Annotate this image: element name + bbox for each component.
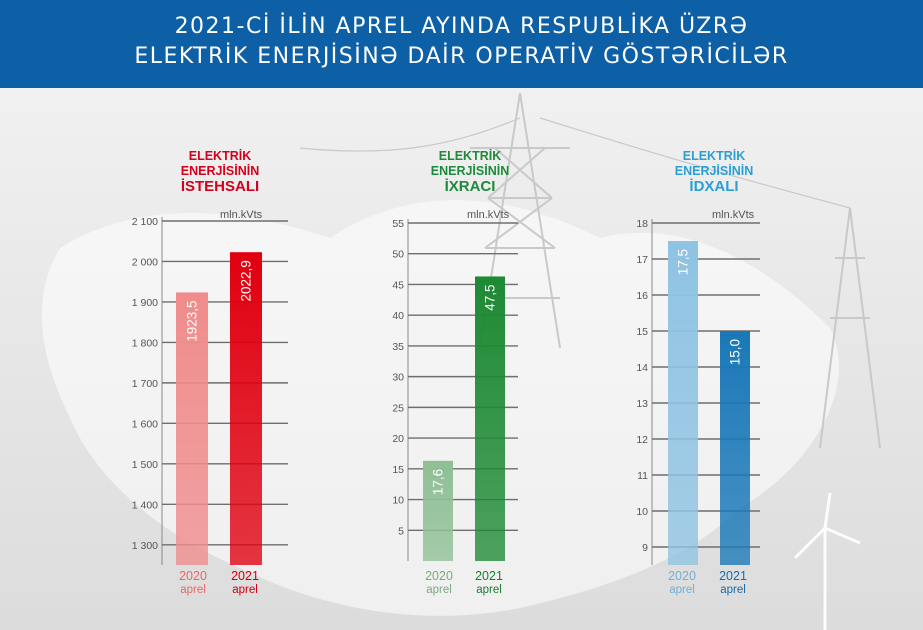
y-tick-label: 35 — [392, 341, 404, 353]
power-tower-icon — [299, 92, 881, 449]
bar-2020 — [423, 460, 453, 561]
header-title-line2: ELEKTRİK ENERJİSİNƏ DAİR OPERATİV GÖSTƏR… — [134, 44, 789, 69]
bar-value-label: 15,0 — [728, 339, 743, 365]
y-tick-label: 1 700 — [132, 378, 158, 390]
bar-value-label: 1923,5 — [185, 300, 200, 341]
y-tick-label: 45 — [392, 279, 404, 291]
bar-value-label: 17,5 — [676, 249, 691, 275]
bar-2020 — [176, 292, 208, 565]
y-tick-label: 1 600 — [132, 418, 158, 430]
chart-title-import: ELEKTRİK ENERJİSİNİN İDXALI — [674, 149, 754, 195]
header-banner: 2021-Cİ İLİN APREL AYINDA RESPUBLİKA ÜZR… — [0, 0, 923, 88]
bar-chart-import: 9 10 11 12 13 14 15 16 17 18 17,5 15,0 — [636, 218, 760, 565]
y-tick-label: 2 000 — [132, 256, 158, 268]
y-tick-label: 2 100 — [132, 216, 158, 228]
wind-turbine-icon — [793, 492, 861, 630]
y-tick-label: 18 — [636, 218, 648, 230]
y-tick-label: 1 900 — [132, 297, 158, 309]
y-tick-label: 12 — [636, 434, 648, 446]
bar-2020 — [668, 241, 698, 565]
bar-chart-export: 5 10 15 20 25 30 35 40 45 50 55 17,6 47,5 — [392, 218, 518, 561]
y-tick-label: 1 400 — [132, 499, 158, 511]
category-label-2020: 2020 aprel — [425, 569, 453, 596]
y-tick-label: 9 — [642, 542, 648, 554]
y-tick-label: 13 — [636, 398, 648, 410]
y-tick-label: 1 800 — [132, 337, 158, 349]
y-tick-label: 15 — [636, 326, 648, 338]
bar-chart-production: 1 300 1 400 1 500 1 600 1 700 1 800 1 900 2 000… — [132, 216, 288, 565]
y-tick-label: 5 — [398, 525, 404, 537]
y-tick-label: 40 — [392, 310, 404, 322]
category-label-2021: 2021 aprel — [231, 569, 259, 596]
y-tick-label: 15 — [392, 464, 404, 476]
header-title-line1: 2021-Cİ İLİN APREL AYINDA RESPUBLİKA ÜZR… — [174, 14, 749, 39]
y-tick-label: 10 — [636, 506, 648, 518]
y-tick-label: 17 — [636, 254, 648, 266]
y-tick-label: 25 — [392, 402, 404, 414]
y-tick-label: 14 — [636, 362, 648, 374]
chart-panel-import: ELEKTRİK ENERJİSİNİN İDXALI mln.kVts 9 10… — [604, 145, 844, 630]
bar-2021 — [720, 331, 750, 565]
y-tick-label: 20 — [392, 433, 404, 445]
y-tick-label: 30 — [392, 372, 404, 384]
category-label-2020: 2020 aprel — [179, 569, 207, 596]
chart-panel-export: ELEKTRİK ENERJİSİNİN İXRACI mln.kVts 5 10… — [360, 145, 600, 630]
bar-value-label: 17,6 — [431, 469, 446, 495]
bar-value-label: 2022,9 — [239, 260, 254, 301]
bar-value-label: 47,5 — [483, 284, 498, 310]
unit-label: mln.kVts — [220, 209, 263, 221]
chart-panel-production: ELEKTRİK ENERJİSİNİN İSTEHSALI mln.kVts … — [110, 145, 350, 630]
y-tick-label: 11 — [637, 470, 648, 482]
category-label-2021: 2021 aprel — [719, 569, 747, 596]
y-tick-label: 16 — [636, 290, 648, 302]
bar-2021 — [475, 276, 505, 561]
y-tick-label: 55 — [392, 218, 404, 230]
category-label-2021: 2021 aprel — [475, 569, 503, 596]
unit-label: mln.kVts — [467, 209, 510, 221]
bar-2021 — [230, 252, 262, 565]
category-label-2020: 2020 aprel — [668, 569, 696, 596]
chart-title-production: ELEKTRİK ENERJİSİNİN İSTEHSALI — [180, 149, 260, 195]
chart-title-export: ELEKTRİK ENERJİSİNİN İXRACI — [430, 149, 510, 195]
y-tick-label: 1 500 — [132, 459, 158, 471]
y-tick-label: 1 300 — [132, 540, 158, 552]
y-tick-label: 10 — [392, 495, 404, 507]
unit-label: mln.kVts — [712, 209, 755, 221]
y-tick-label: 50 — [392, 249, 404, 261]
